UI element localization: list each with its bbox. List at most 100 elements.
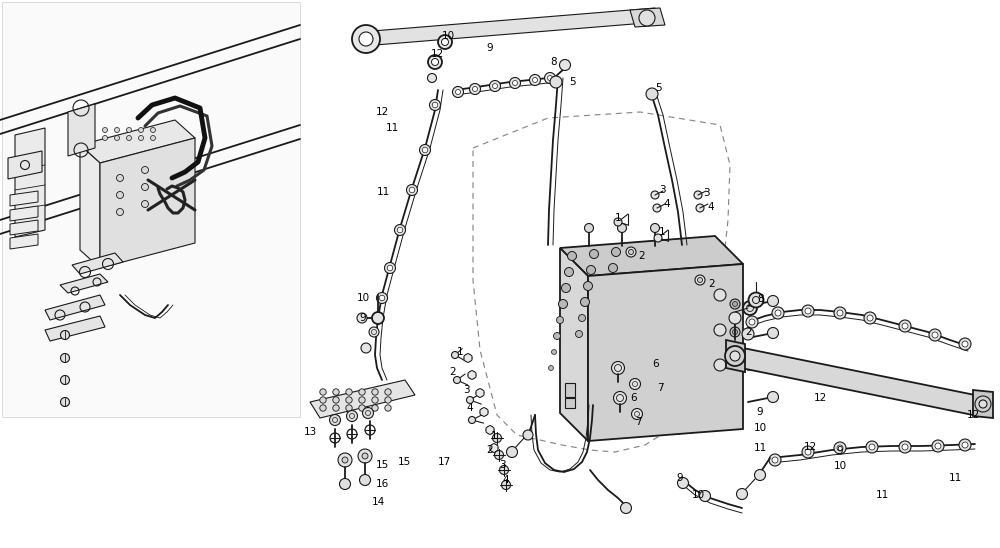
Circle shape: [698, 277, 702, 283]
Circle shape: [476, 389, 484, 397]
Circle shape: [150, 135, 156, 140]
Text: 9: 9: [360, 313, 366, 323]
Polygon shape: [310, 380, 415, 418]
Circle shape: [376, 293, 388, 304]
Circle shape: [564, 267, 574, 277]
Circle shape: [468, 416, 476, 424]
Polygon shape: [45, 295, 105, 320]
Circle shape: [384, 262, 396, 273]
Circle shape: [438, 35, 452, 49]
Circle shape: [714, 289, 726, 301]
Circle shape: [320, 405, 326, 411]
Circle shape: [743, 301, 757, 315]
Text: 10: 10: [356, 293, 370, 303]
Circle shape: [372, 312, 384, 324]
Polygon shape: [10, 234, 38, 249]
Circle shape: [142, 201, 148, 208]
Circle shape: [320, 389, 326, 395]
Circle shape: [507, 447, 518, 458]
Text: 9: 9: [837, 446, 843, 456]
Circle shape: [454, 376, 460, 384]
Circle shape: [385, 389, 391, 395]
Circle shape: [486, 426, 494, 434]
Text: 14: 14: [371, 497, 385, 507]
Circle shape: [452, 87, 464, 98]
Circle shape: [899, 441, 911, 453]
Text: 7: 7: [635, 417, 641, 427]
Circle shape: [550, 76, 562, 88]
Circle shape: [116, 174, 124, 181]
Bar: [565, 398, 575, 408]
Circle shape: [742, 328, 754, 340]
Polygon shape: [10, 206, 38, 221]
Circle shape: [694, 191, 702, 199]
Circle shape: [576, 330, 582, 338]
Text: 3: 3: [463, 385, 469, 395]
Circle shape: [560, 60, 570, 71]
Text: 11: 11: [948, 473, 962, 483]
Text: 10: 10: [691, 490, 705, 500]
Circle shape: [562, 283, 570, 293]
Circle shape: [902, 323, 908, 329]
Circle shape: [359, 405, 365, 411]
Circle shape: [864, 312, 876, 324]
Circle shape: [630, 379, 640, 390]
Circle shape: [340, 478, 351, 489]
Circle shape: [544, 72, 556, 83]
Text: 15: 15: [375, 460, 389, 470]
Polygon shape: [80, 120, 195, 163]
Circle shape: [523, 430, 533, 440]
Polygon shape: [560, 236, 743, 276]
Circle shape: [608, 264, 618, 272]
Circle shape: [620, 503, 632, 513]
Circle shape: [768, 359, 778, 370]
Text: 8: 8: [758, 294, 764, 304]
Circle shape: [775, 310, 781, 316]
Circle shape: [732, 301, 738, 306]
Circle shape: [768, 328, 778, 339]
Circle shape: [639, 10, 655, 26]
Circle shape: [805, 449, 811, 455]
Text: 1: 1: [615, 213, 621, 223]
Circle shape: [869, 444, 875, 450]
Circle shape: [837, 310, 843, 316]
Circle shape: [116, 191, 124, 198]
Circle shape: [428, 55, 442, 69]
Circle shape: [935, 443, 941, 449]
Bar: [565, 383, 575, 397]
Text: 5: 5: [655, 83, 661, 93]
Text: 2: 2: [487, 445, 493, 455]
Circle shape: [60, 397, 70, 407]
Circle shape: [330, 414, 340, 425]
Circle shape: [103, 135, 108, 140]
Circle shape: [342, 457, 348, 463]
Text: 4: 4: [708, 202, 714, 212]
Text: 3: 3: [703, 188, 709, 198]
Polygon shape: [476, 389, 484, 397]
Circle shape: [138, 135, 144, 140]
Circle shape: [654, 234, 662, 242]
Text: 2: 2: [746, 327, 752, 337]
Circle shape: [406, 185, 418, 196]
Circle shape: [346, 405, 352, 411]
Circle shape: [959, 338, 971, 350]
Text: 3: 3: [659, 185, 665, 195]
Text: 1: 1: [491, 431, 497, 441]
Text: 17: 17: [437, 457, 451, 467]
Text: 12: 12: [813, 393, 827, 403]
Polygon shape: [741, 348, 975, 415]
Circle shape: [142, 167, 148, 174]
Circle shape: [114, 135, 120, 140]
Circle shape: [379, 295, 385, 301]
Circle shape: [714, 324, 726, 336]
Polygon shape: [8, 151, 42, 179]
Circle shape: [552, 350, 556, 355]
Circle shape: [452, 351, 458, 358]
Circle shape: [530, 75, 540, 85]
Circle shape: [409, 187, 415, 193]
Circle shape: [959, 439, 971, 451]
Polygon shape: [10, 191, 38, 206]
Circle shape: [729, 312, 741, 324]
Text: 10: 10: [441, 31, 455, 41]
Circle shape: [932, 440, 944, 452]
